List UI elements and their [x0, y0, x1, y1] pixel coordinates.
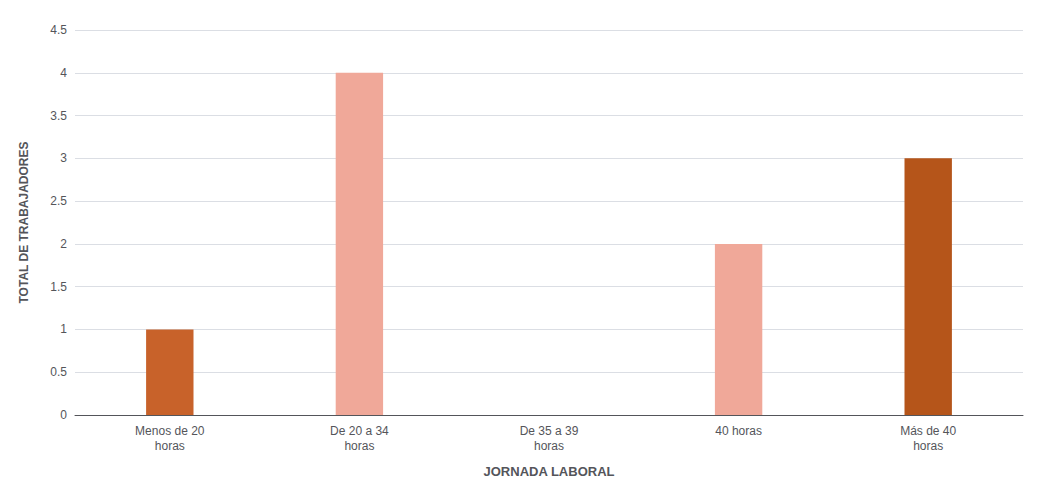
svg-text:1: 1: [60, 322, 67, 336]
svg-text:JORNADA LABORAL: JORNADA LABORAL: [484, 464, 615, 479]
svg-text:0.5: 0.5: [50, 365, 67, 379]
svg-text:Más de 40: Más de 40: [900, 424, 956, 438]
svg-text:De 35 a 39: De 35 a 39: [520, 424, 579, 438]
svg-text:40 horas: 40 horas: [715, 424, 762, 438]
svg-text:1.5: 1.5: [50, 280, 67, 294]
svg-text:TOTAL DE TRABAJADORES: TOTAL DE TRABAJADORES: [17, 141, 31, 303]
svg-text:0: 0: [60, 408, 67, 422]
svg-text:horas: horas: [913, 439, 943, 453]
svg-text:2.5: 2.5: [50, 194, 67, 208]
svg-text:De 20 a 34: De 20 a 34: [330, 424, 389, 438]
svg-text:3.5: 3.5: [50, 109, 67, 123]
svg-text:4.5: 4.5: [50, 23, 67, 37]
svg-text:Menos de 20: Menos de 20: [135, 424, 205, 438]
svg-text:2: 2: [60, 237, 67, 251]
svg-text:horas: horas: [534, 439, 564, 453]
svg-text:4: 4: [60, 66, 67, 80]
svg-text:horas: horas: [155, 439, 185, 453]
svg-text:3: 3: [60, 151, 67, 165]
svg-text:horas: horas: [344, 439, 374, 453]
